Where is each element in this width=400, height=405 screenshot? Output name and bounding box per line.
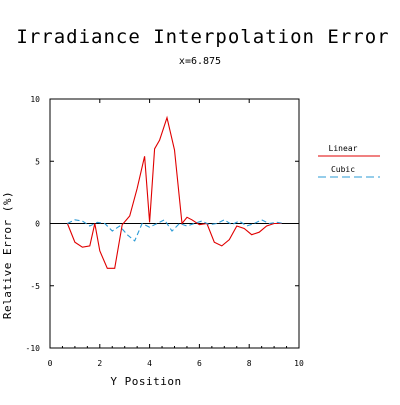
y-tick-label: 5 <box>35 157 40 166</box>
series-line-cubic <box>67 219 285 242</box>
y-tick-label: -5 <box>30 282 40 291</box>
x-tick-label: 4 <box>147 359 152 368</box>
legend: Linear Cubic <box>318 144 380 178</box>
series-layer <box>66 115 285 269</box>
series-line-linear <box>66 115 282 269</box>
chart-title: Irradiance Interpolation Error <box>16 26 389 48</box>
y-tick-label: 0 <box>35 220 40 229</box>
x-tick-label: 10 <box>294 359 304 368</box>
y-axis-label: Relative Error (%) <box>1 191 14 319</box>
chart-subtitle: x=6.875 <box>179 56 221 67</box>
legend-label-linear: Linear <box>329 144 358 153</box>
legend-label-cubic: Cubic <box>331 165 355 174</box>
x-tick-label: 8 <box>247 359 252 368</box>
axes: 0 2 4 6 8 10 -10 -5 0 5 10 <box>26 95 304 368</box>
y-tick-label: -10 <box>26 344 41 353</box>
x-tick-label: 6 <box>197 359 202 368</box>
y-tick-label: 10 <box>30 95 40 104</box>
x-tick-label: 0 <box>48 359 53 368</box>
x-tick-label: 2 <box>97 359 102 368</box>
x-axis-label: Y Position <box>110 375 181 388</box>
